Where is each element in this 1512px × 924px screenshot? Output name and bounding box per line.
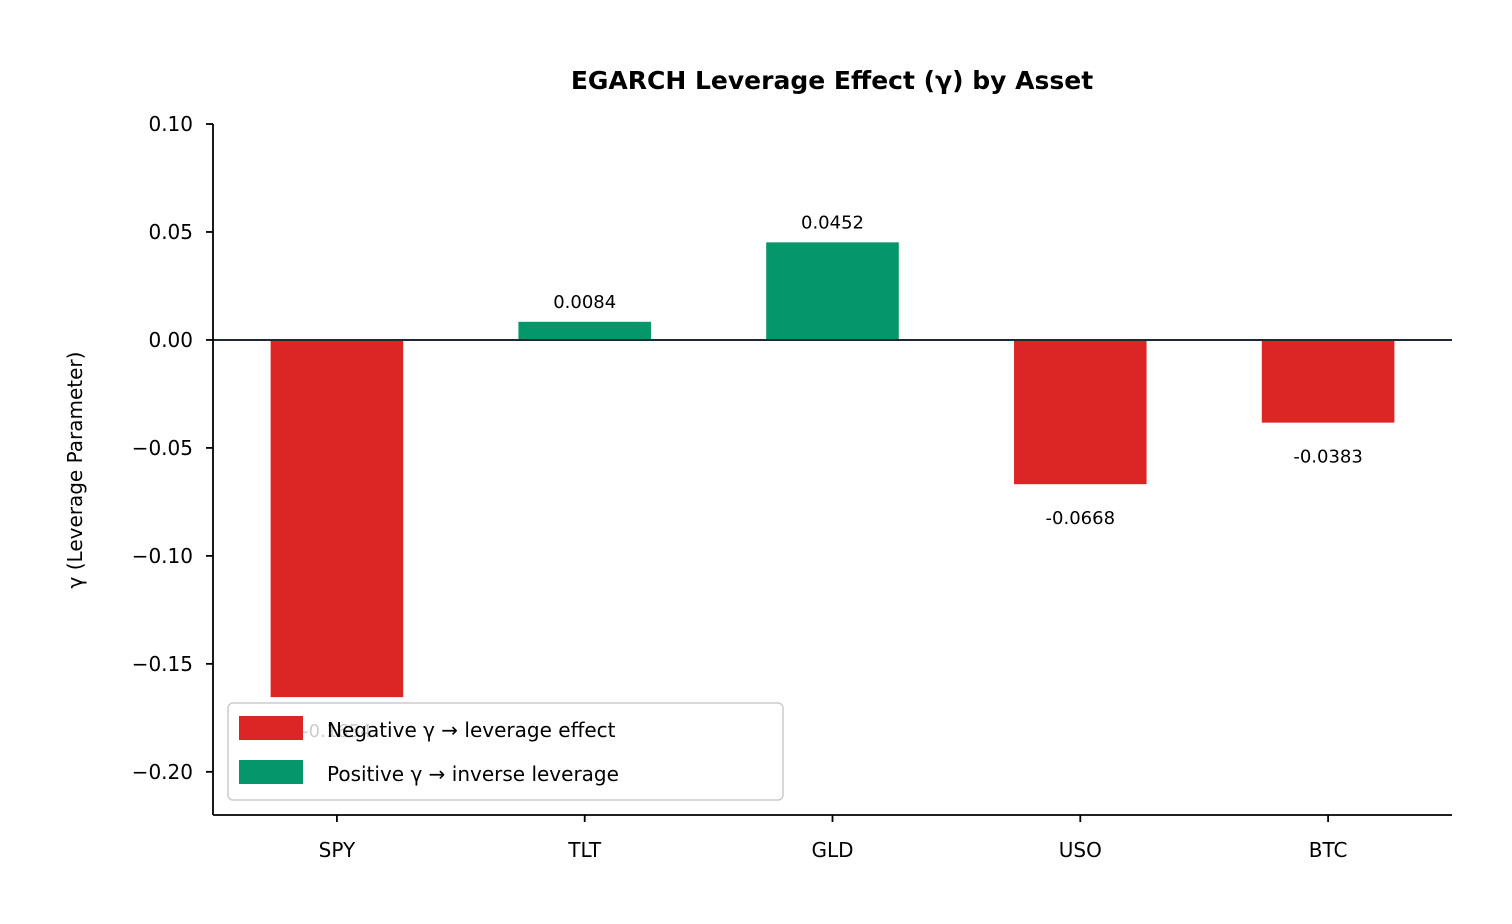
legend: Negative γ → leverage effect Positive γ →…: [227, 702, 784, 801]
y-axis-label: γ (Leverage Parameter): [63, 352, 87, 589]
legend-box: [227, 702, 784, 801]
bar-tlt: [518, 321, 651, 340]
data-label-gld: 0.0452: [801, 212, 864, 233]
x-tick-label-tlt: TLT: [567, 838, 602, 862]
x-tick-label-uso: USO: [1059, 838, 1102, 862]
x-tick-label-spy: SPY: [319, 838, 356, 862]
chart-title: EGARCH Leverage Effect (γ) by Asset: [571, 66, 1093, 95]
y-tick-label: −0.05: [132, 436, 193, 460]
data-label-btc: -0.0383: [1293, 447, 1362, 468]
legend-label: Negative γ → leverage effect: [327, 718, 616, 742]
data-label-uso: -0.0668: [1046, 508, 1115, 529]
bar-spy: [270, 339, 404, 698]
x-axis: SPY TLT GLD USO BTC: [213, 814, 1452, 862]
legend-swatch: [239, 716, 303, 740]
y-tick-label: 0.05: [148, 220, 193, 244]
bar-btc: [1261, 339, 1395, 423]
x-tick-label-btc: BTC: [1309, 838, 1348, 862]
y-tick-label: 0.00: [148, 328, 193, 352]
data-label-tlt: 0.0084: [553, 292, 616, 313]
y-axis: 0.10 0.05 0.00 −0.05 −0.10 −0.15 −0.20: [132, 112, 214, 815]
bars-group: [270, 242, 1395, 698]
bar-gld: [766, 242, 899, 340]
y-tick-label: −0.15: [132, 652, 193, 676]
x-tick-label-gld: GLD: [811, 838, 853, 862]
y-tick-label: 0.10: [148, 112, 193, 136]
bar-uso: [1014, 339, 1147, 485]
y-tick-label: −0.20: [132, 760, 193, 784]
legend-label: Positive γ → inverse leverage: [327, 762, 619, 786]
y-tick-label: −0.10: [132, 544, 193, 568]
legend-swatch: [239, 760, 303, 784]
